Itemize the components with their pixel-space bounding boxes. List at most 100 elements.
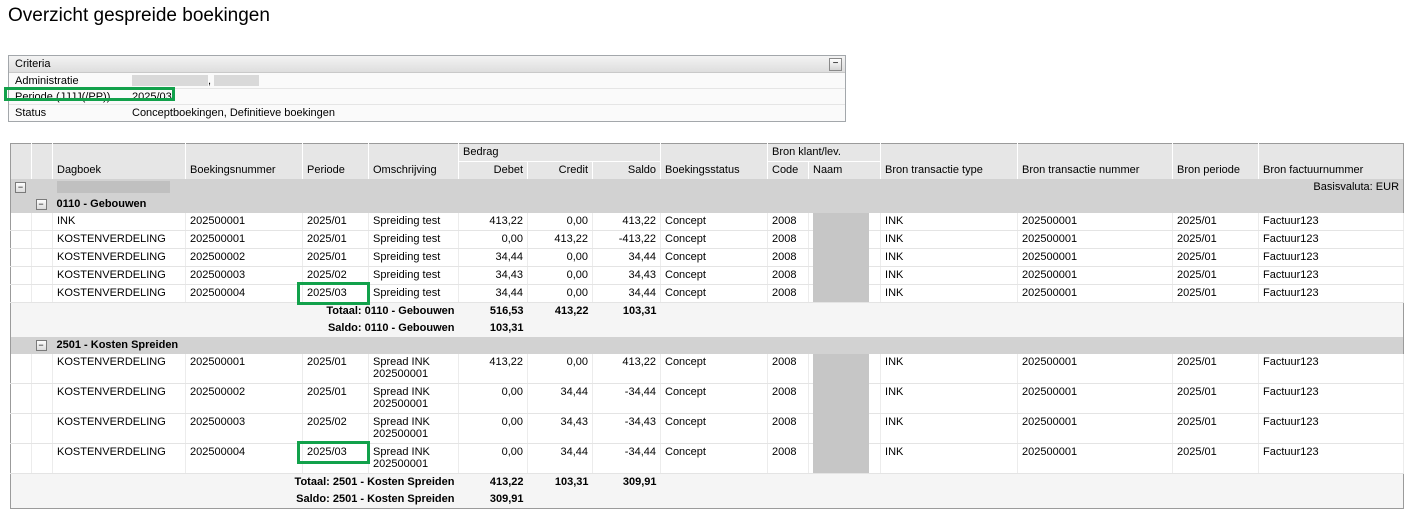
cell-bron-periode: 2025/01	[1173, 213, 1259, 231]
cell-bron-naam	[809, 231, 881, 249]
total-debet: 516,53	[459, 303, 528, 321]
cell-bron-code: 2008	[768, 267, 809, 285]
cell-boekingsnummer: 202500003	[186, 267, 303, 285]
cell-bron-code: 2008	[768, 249, 809, 267]
cell-periode: 2025/01	[303, 354, 369, 384]
cell-boekingsstatus: Concept	[661, 285, 768, 303]
cell-omschrijving: Spreiding test	[369, 249, 459, 267]
group-title: 2501 - Kosten Spreiden	[53, 337, 1404, 354]
cell-bron-factuurnummer: Factuur123	[1259, 267, 1404, 285]
cell-bron-code: 2008	[768, 231, 809, 249]
table-row: KOSTENVERDELING 202500001 2025/01 Spread…	[11, 354, 1404, 384]
criteria-panel: Criteria − Administratie , Periode (JJJJ…	[8, 55, 846, 122]
cell-bron-factuurnummer: Factuur123	[1259, 285, 1404, 303]
cell-saldo: 34,44	[593, 285, 661, 303]
header-bedrag-group: Bedrag	[459, 144, 661, 162]
cell-boekingsnummer: 202500003	[186, 414, 303, 444]
table-row: KOSTENVERDELING 202500003 2025/02 Spread…	[11, 414, 1404, 444]
cell-saldo: 34,44	[593, 249, 661, 267]
table-row: KOSTENVERDELING 202500002 2025/01 Spread…	[11, 384, 1404, 414]
cell-omschrijving: Spreiding test	[369, 285, 459, 303]
group-header-2501: − 2501 - Kosten Spreiden	[11, 337, 1404, 354]
cell-boekingsstatus: Concept	[661, 384, 768, 414]
cell-bron-naam	[809, 444, 881, 474]
header-code: Code	[768, 162, 809, 180]
bookings-table: Dagboek Boekingsnummer Periode Omschrijv…	[10, 143, 1404, 509]
cell-omschrijving: Spread INK 202500001	[369, 444, 459, 474]
cell-bron-transactie-nummer: 202500001	[1018, 384, 1173, 414]
saldo-debet: 103,31	[459, 320, 528, 337]
header-credit: Credit	[528, 162, 593, 180]
cell-bron-periode: 2025/01	[1173, 384, 1259, 414]
collapse-group-icon[interactable]: −	[36, 340, 47, 351]
cell-boekingsnummer: 202500002	[186, 384, 303, 414]
table-row: KOSTENVERDELING 202500004 2025/03 Spread…	[11, 444, 1404, 474]
cell-debet: 0,00	[459, 444, 528, 474]
cell-bron-periode: 2025/01	[1173, 267, 1259, 285]
cell-debet: 0,00	[459, 414, 528, 444]
cell-bron-periode: 2025/01	[1173, 354, 1259, 384]
header-debet: Debet	[459, 162, 528, 180]
cell-dagboek: INK	[53, 213, 186, 231]
total-debet: 413,22	[459, 474, 528, 492]
collapse-criteria-icon[interactable]: −	[829, 58, 842, 71]
header-expand-col2	[32, 144, 53, 180]
cell-boekingsstatus: Concept	[661, 354, 768, 384]
cell-dagboek: KOSTENVERDELING	[53, 414, 186, 444]
group-total-row: Totaal: 0110 - Gebouwen 516,53 413,22 10…	[11, 303, 1404, 321]
cell-saldo: -34,44	[593, 444, 661, 474]
cell-bron-code: 2008	[768, 414, 809, 444]
group-saldo-row: Saldo: 2501 - Kosten Spreiden 309,91	[11, 491, 1404, 509]
cell-bron-transactie-type: INK	[881, 414, 1018, 444]
cell-debet: 34,43	[459, 267, 528, 285]
cell-boekingsnummer: 202500002	[186, 249, 303, 267]
total-credit: 413,22	[528, 303, 593, 321]
table-row: KOSTENVERDELING 202500001 2025/01 Spreid…	[11, 231, 1404, 249]
cell-bron-transactie-type: INK	[881, 285, 1018, 303]
cell-boekingsnummer: 202500004	[186, 285, 303, 303]
header-bron-periode: Bron periode	[1173, 144, 1259, 180]
cell-credit: 34,43	[528, 414, 593, 444]
cell-dagboek: KOSTENVERDELING	[53, 444, 186, 474]
cell-bron-transactie-type: INK	[881, 249, 1018, 267]
cell-bron-factuurnummer: Factuur123	[1259, 213, 1404, 231]
redacted-administratie-name	[132, 75, 208, 86]
status-label: Status	[15, 107, 132, 119]
status-value: Conceptboekingen, Definitieve boekingen	[132, 107, 335, 119]
cell-bron-code: 2008	[768, 384, 809, 414]
cell-periode: 2025/01	[303, 231, 369, 249]
cell-bron-transactie-nummer: 202500001	[1018, 354, 1173, 384]
cell-boekingsnummer: 202500004	[186, 444, 303, 474]
cell-dagboek: KOSTENVERDELING	[53, 384, 186, 414]
header-bron-klant-group: Bron klant/lev.	[768, 144, 881, 162]
header-dagboek: Dagboek	[53, 144, 186, 180]
cell-bron-transactie-type: INK	[881, 267, 1018, 285]
cell-bron-naam	[809, 414, 881, 444]
total-saldo: 103,31	[593, 303, 661, 321]
table-row: KOSTENVERDELING 202500003 2025/02 Spreid…	[11, 267, 1404, 285]
cell-omschrijving: Spreiding test	[369, 231, 459, 249]
header-bron-factuurnummer: Bron factuurnummer	[1259, 144, 1404, 180]
cell-bron-transactie-type: INK	[881, 213, 1018, 231]
cell-saldo: 413,22	[593, 213, 661, 231]
cell-bron-code: 2008	[768, 213, 809, 231]
cell-debet: 413,22	[459, 213, 528, 231]
table-row: INK 202500001 2025/01 Spreiding test 413…	[11, 213, 1404, 231]
cell-debet: 0,00	[459, 231, 528, 249]
cell-bron-transactie-type: INK	[881, 354, 1018, 384]
redacted-naam-block	[813, 384, 869, 414]
redacted-naam-block	[813, 231, 869, 249]
cell-bron-periode: 2025/01	[1173, 285, 1259, 303]
redacted-naam-block	[813, 444, 869, 473]
cell-bron-naam	[809, 249, 881, 267]
collapse-group-icon[interactable]: −	[36, 199, 47, 210]
cell-bron-naam	[809, 354, 881, 384]
periode-label: Periode (JJJJ(/PP))	[15, 91, 132, 103]
cell-dagboek: KOSTENVERDELING	[53, 267, 186, 285]
basisvaluta-label: Basisvaluta: EUR	[1259, 179, 1404, 196]
header-omschrijving: Omschrijving	[369, 144, 459, 180]
collapse-administration-icon[interactable]: −	[15, 182, 26, 193]
cell-boekingsstatus: Concept	[661, 231, 768, 249]
administratie-label: Administratie	[15, 75, 132, 87]
criteria-row-periode: Periode (JJJJ(/PP)) 2025/03	[9, 89, 845, 105]
